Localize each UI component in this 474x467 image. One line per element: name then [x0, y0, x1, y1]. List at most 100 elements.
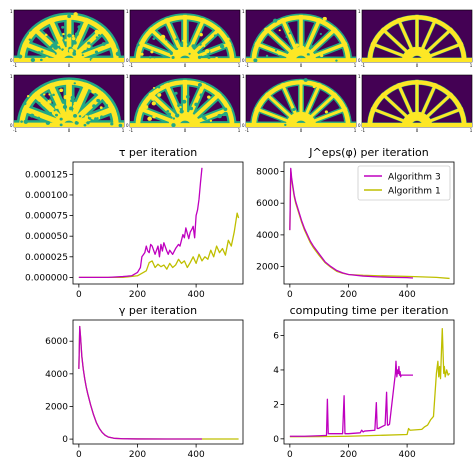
panel-xtick-label: 1 [238, 128, 241, 133]
wheel-structure [246, 13, 356, 63]
noise-speck [265, 54, 269, 58]
wheel-spoke [396, 82, 415, 118]
noise-speck [97, 34, 101, 37]
noise-speck [209, 119, 213, 122]
panel-xtick-label: -1 [129, 128, 133, 133]
noise-speck [183, 42, 188, 46]
noise-speck [277, 52, 281, 55]
noise-speck [168, 121, 172, 124]
legend-box [357, 165, 451, 201]
wheel-spoke [138, 41, 177, 59]
panel-ytick-label: 0 [358, 58, 361, 63]
noise-speck [45, 21, 48, 25]
x-tick-label: 0 [76, 450, 82, 460]
noise-speck [71, 36, 76, 41]
wheel-spoke [190, 92, 222, 121]
wheel-spoke [423, 27, 454, 56]
panel-ytick-label: 1 [126, 74, 129, 79]
noise-speck [292, 108, 296, 112]
noise-speck [48, 111, 53, 115]
wheel-clip [14, 77, 124, 128]
noise-speck [207, 55, 211, 59]
noise-speck [67, 33, 72, 38]
y-tick-label: 6000 [45, 337, 68, 347]
noise-speck [37, 51, 41, 55]
noise-speck [39, 58, 43, 62]
y-tick-label: 0 [273, 435, 279, 445]
panel-xtick-label: 1 [122, 128, 125, 133]
panel-xtick-label: 1 [122, 63, 125, 68]
noise-speck [44, 33, 48, 37]
chart-title: computing time per iteration [290, 304, 449, 317]
noise-speck [37, 116, 41, 120]
noise-speck [69, 106, 74, 111]
noise-speck [171, 123, 176, 128]
noise-speck [26, 95, 30, 98]
y-tick-label: 6000 [256, 199, 279, 209]
noise-speck [74, 32, 79, 36]
x-tick-label: 400 [188, 290, 205, 300]
noise-speck [166, 109, 170, 113]
noise-speck [73, 16, 78, 20]
noise-speck [101, 42, 106, 46]
noise-speck [59, 123, 63, 127]
noise-speck [163, 40, 168, 44]
noise-speck [94, 29, 99, 34]
noise-speck [152, 86, 156, 89]
wheel-spoke [419, 17, 438, 53]
y-tick-label: 2000 [45, 402, 68, 412]
noise-speck [37, 101, 41, 105]
noise-speck [264, 27, 268, 31]
noise-speck [82, 46, 87, 51]
noise-speck [73, 114, 77, 118]
noise-speck [84, 115, 89, 119]
topology-panel: -1 0 110 [242, 9, 357, 68]
wheel-base [246, 122, 356, 128]
noise-speck [41, 35, 46, 39]
noise-speck [179, 46, 184, 51]
noise-speck [48, 93, 51, 96]
noise-speck [100, 115, 104, 119]
x-tick-label: 0 [287, 290, 293, 300]
noise-speck [62, 49, 67, 53]
noise-speck [62, 104, 68, 109]
noise-speck [217, 113, 222, 119]
noise-speck [306, 53, 310, 56]
wheel-spoke [22, 41, 61, 60]
noise-speck [324, 110, 328, 114]
panel-xtick-label: 1 [354, 128, 357, 133]
wheel-spoke [310, 107, 348, 124]
noise-speck [91, 101, 96, 105]
topology-panel: -1 0 110 [242, 74, 357, 133]
noise-speck [199, 93, 204, 97]
wheel-base [14, 122, 124, 128]
plot-frame [72, 161, 244, 285]
noise-speck [20, 120, 23, 123]
y-tick-label: 2000 [256, 263, 279, 273]
wheel-spoke [370, 42, 408, 59]
noise-speck [88, 114, 92, 118]
wheel-spoke [426, 42, 464, 59]
noise-speck [43, 93, 46, 96]
plot-frame [72, 319, 244, 445]
wheel-base [362, 57, 472, 63]
noise-speck [152, 115, 156, 119]
noise-speck [70, 99, 74, 103]
panel-xtick-label: 0 [416, 128, 419, 133]
wheel-spoke [77, 105, 117, 125]
panel-ytick-label: 0 [126, 123, 129, 128]
noise-speck [115, 51, 121, 56]
panel-xtick-label: 0 [184, 63, 187, 68]
noise-speck [200, 55, 203, 58]
panel-xtick-label: 0 [68, 63, 71, 68]
y-tick-label: 2 [273, 400, 279, 410]
noise-speck [87, 41, 91, 45]
noise-speck [94, 50, 99, 54]
noise-speck [167, 118, 171, 121]
wheel-spoke [74, 26, 106, 56]
noise-speck [309, 45, 314, 49]
noise-speck [49, 54, 52, 57]
noise-speck [71, 34, 75, 38]
wheel-spoke [254, 107, 292, 124]
noise-speck [160, 34, 166, 40]
